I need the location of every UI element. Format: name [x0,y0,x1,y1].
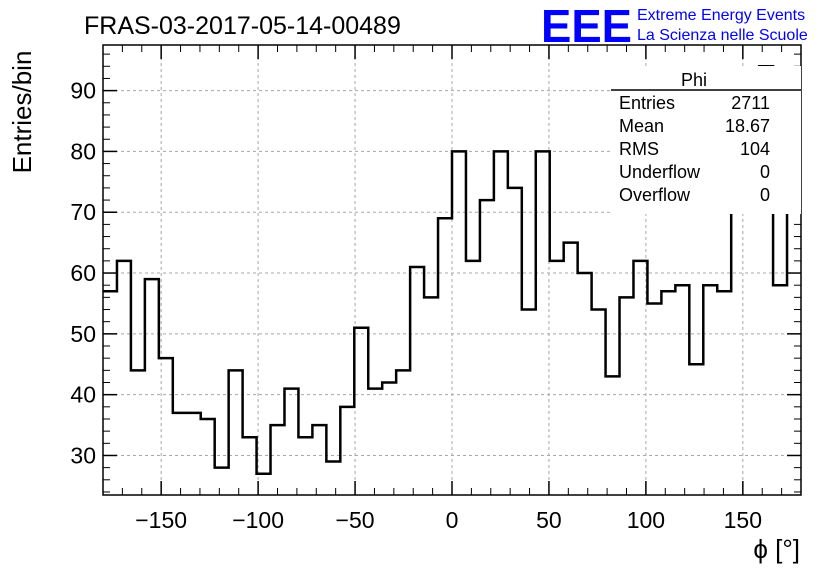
stats-box: Phi Entries 2711 Mean 18.67 RMS 104 Underflow 0… [611,66,801,214]
chart-title: FRAS-03-2017-05-14-00489 [84,12,401,40]
y-axis-label: Entries/bin [7,51,37,174]
y-tick-label: 90 [70,78,96,104]
logo-line2: La Scienza nelle Scuole [637,27,808,44]
x-tick-label: −150 [135,507,187,533]
y-tick-label: 60 [70,260,96,286]
stats-value: 2711 [731,93,770,113]
y-tick-label: 50 [70,321,96,347]
x-tick-label: −100 [232,507,284,533]
stats-label: RMS [619,139,659,159]
y-tick-label: 30 [70,442,96,468]
stats-box-name: Phi [681,70,707,90]
x-tick-label: 150 [724,507,762,533]
stats-label: Overflow [619,185,691,205]
y-tick-label: 40 [70,382,96,408]
stats-value: 104 [740,139,770,159]
y-tick-label: 70 [70,199,96,225]
x-tick-label: 50 [536,507,562,533]
x-tick-label: −50 [336,507,375,533]
stats-label: Mean [619,116,664,136]
x-tick-label: 0 [446,507,459,533]
x-tick-label: 100 [627,507,665,533]
stats-label: Entries [619,93,675,113]
histogram-series [103,65,801,475]
stats-value: 18.67 [725,116,770,136]
y-tick-label: 80 [70,138,96,164]
stats-box-rows: Entries 2711 Mean 18.67 RMS 104 Underflow 0 Over… [619,93,770,205]
logo-line1: Extreme Energy Events [637,7,805,24]
stats-value: 0 [760,185,770,205]
logo-mark: EEE [541,0,632,52]
stats-label: Underflow [619,162,701,182]
stats-value: 0 [760,162,770,182]
x-axis-label: ϕ [°] [753,534,800,564]
